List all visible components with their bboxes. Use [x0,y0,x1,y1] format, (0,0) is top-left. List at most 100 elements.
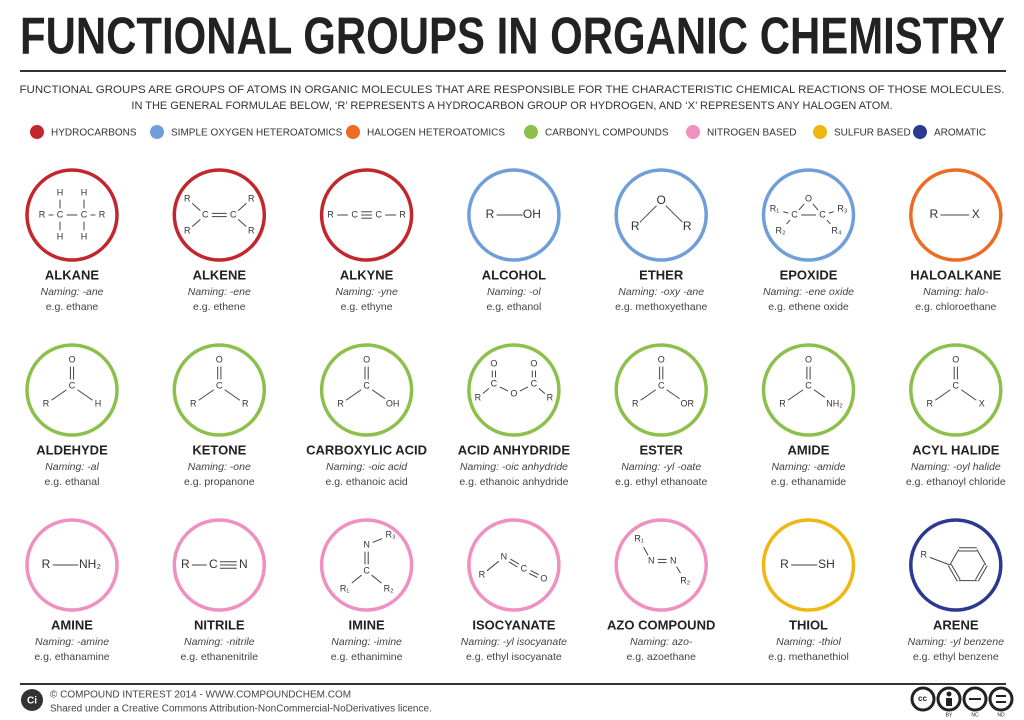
group-naming: Naming: -ane [40,286,103,298]
group-name: IMINE [349,617,385,632]
atom-label: R [99,209,106,219]
atom-label: R [479,569,486,579]
atom-label: C [375,209,382,219]
atom-label: R [190,398,197,408]
bond [191,203,201,211]
group-ring [614,168,708,262]
atom-label: H [95,398,102,408]
atom-label: C [791,209,798,219]
bond [538,387,546,395]
atom-label: R [399,209,406,219]
atom-label: R [337,398,344,408]
atom-label: C [216,380,223,390]
group-name: ARENE [933,617,979,632]
atom-label: NH₂ [79,557,101,571]
bond [510,558,520,565]
atom-label: R [242,398,249,408]
group-example: e.g. ethanal [45,476,100,488]
group-name: AMIDE [788,442,830,457]
group-name: EPOXIDE [780,267,838,282]
atom-label: R [43,398,50,408]
bond [237,219,247,227]
bond [371,389,386,400]
group-ring [614,518,708,612]
description: IN THE GENERAL FORMULAE BELOW, ‘R’ REPRE… [131,100,892,112]
atom-label: R [927,398,934,408]
atom-label: O [530,358,537,368]
bond [949,549,960,566]
atom-label: R₂ [680,575,690,585]
atom-label: R₃ [386,529,396,539]
atom-label: OH [386,398,400,408]
group-ring [25,168,119,262]
atom-label: O [805,193,812,203]
atom-label: R [683,219,692,233]
atom-label: N [501,551,508,561]
atom-label: R [39,209,46,219]
atom-label: C [805,380,812,390]
bond [950,563,961,581]
group-example: e.g. ethyne [341,301,393,313]
atom-label: X [972,207,980,221]
atom-label: R [327,209,334,219]
atom-label: R [181,557,190,571]
badge-label: BY [946,712,953,718]
bond [371,574,382,584]
legend-label: SIMPLE OXYGEN HETEROATOMICS [171,128,343,139]
atom-label: O [510,388,517,398]
bond [812,203,819,211]
atom-label: C [953,380,960,390]
group-naming: Naming: -nitrile [184,636,255,648]
atom-label: N [239,557,248,571]
atom-label: O [658,354,665,364]
group-name: AZO COMPOUND [607,617,715,632]
atom-label: O [68,354,75,364]
group-naming: Naming: -yl isocyanate [461,636,567,648]
atom-label: C [658,380,665,390]
bond [372,538,383,543]
group-naming: Naming: -oic acid [326,461,408,473]
atom-label: R₁ [340,583,350,593]
svg-text:cc: cc [918,694,927,703]
group-name: NITRILE [194,617,245,632]
atom-label: H [81,231,88,241]
bond [351,574,362,584]
legend-swatch [150,125,164,139]
atom-label: OR [680,398,694,408]
copyright: © COMPOUND INTEREST 2014 - WWW.COMPOUNDC… [50,690,351,701]
group-naming: Naming: -amide [771,461,845,473]
atom-label: R [632,398,639,408]
atom-label: R [547,392,554,402]
atom-label: O [540,573,547,583]
legend-swatch [346,125,360,139]
group-name: KETONE [192,442,246,457]
group-naming: Naming: halo- [923,286,989,298]
group-name: ALKENE [193,267,247,282]
group-ring [909,343,1003,437]
licence: Shared under a Creative Commons Attribut… [50,704,432,715]
bond [519,386,529,392]
bond [787,389,804,401]
group-ring [172,168,267,262]
group-example: e.g. ethene [193,301,246,313]
atom-label: R [248,225,255,235]
atom-label: R₁ [634,533,644,543]
bond [486,560,500,572]
group-naming: Naming: -ene [188,286,251,298]
atom-label: R₂ [384,583,394,593]
atom-label: R [184,225,191,235]
atom-label: R [184,193,191,203]
bond [499,386,509,392]
bond [345,389,362,401]
group-example: e.g. ethanoic acid [325,476,407,488]
atom-label: R₁ [770,203,780,213]
atom-label: C [57,209,64,219]
bond [643,546,649,556]
atom-label: N [363,539,370,549]
group-name: ALKYNE [340,267,394,282]
bond [530,570,539,576]
group-naming: Naming: -yl benzene [908,636,1004,648]
atom-label: C [209,557,218,571]
group-ring [172,518,267,612]
atom-label: R [475,392,482,402]
